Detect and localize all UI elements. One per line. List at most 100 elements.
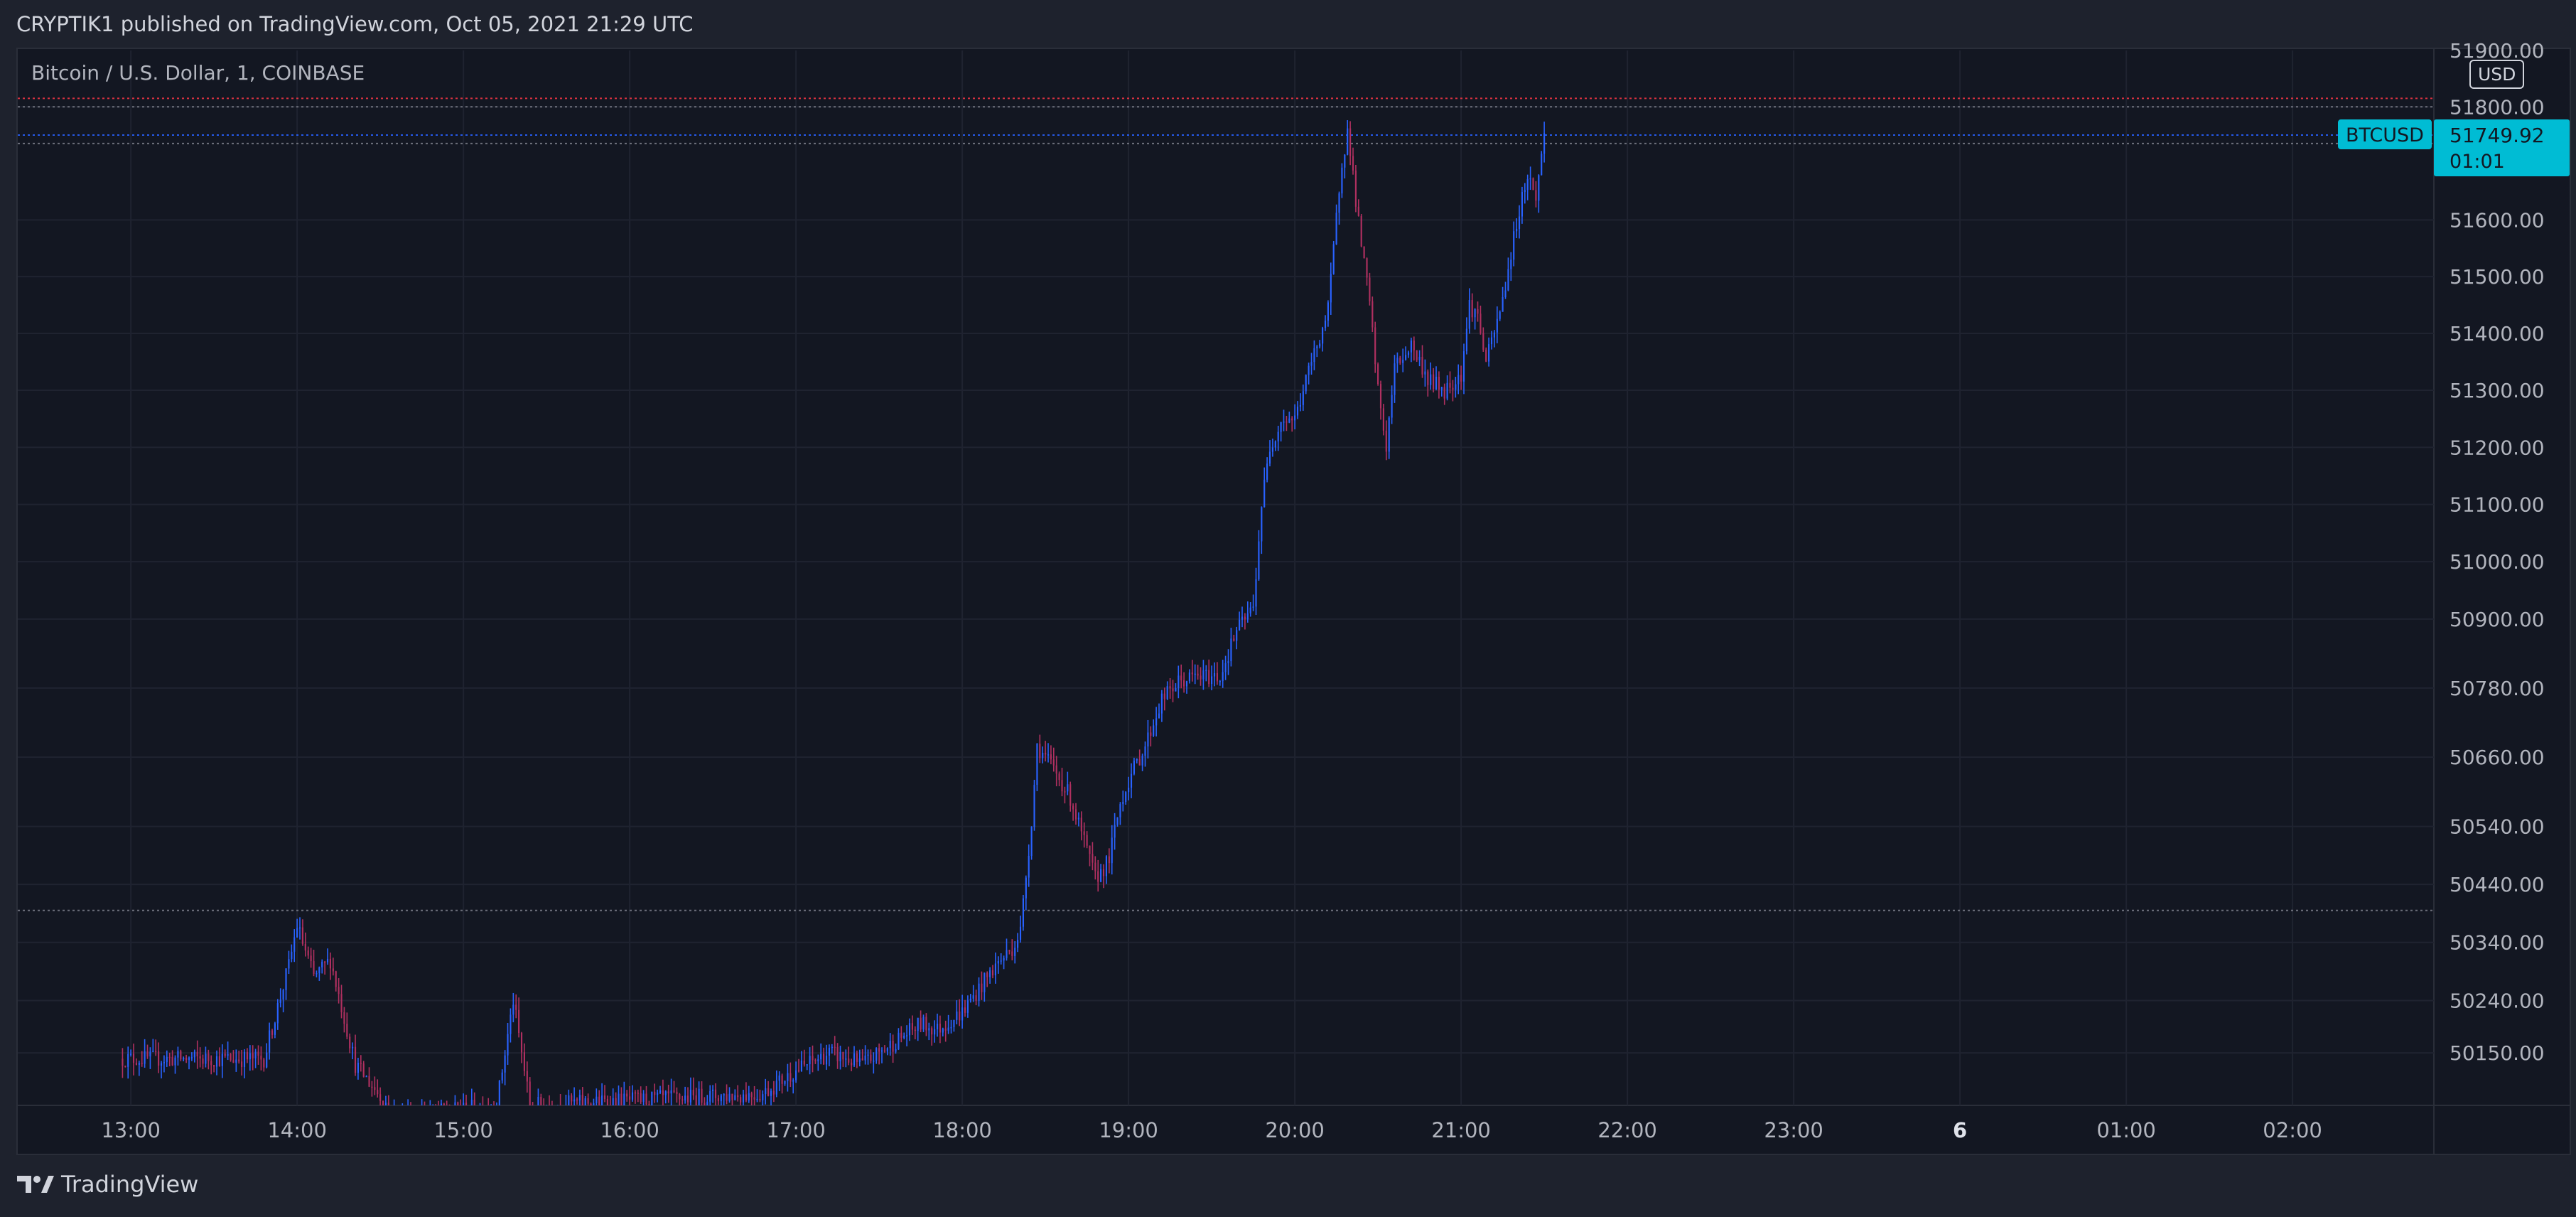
candle-body	[1008, 950, 1011, 952]
candle-body	[321, 961, 323, 967]
candle-body	[1532, 178, 1534, 191]
x-tick-label: 01:00	[2096, 1118, 2156, 1142]
candle-body	[623, 1093, 625, 1105]
chart-frame[interactable]	[16, 48, 2571, 1155]
candle-body	[460, 1109, 461, 1113]
y-tick-label: 51600.00	[2450, 208, 2545, 232]
candle-body	[1366, 258, 1368, 278]
candle-body	[603, 1095, 606, 1100]
candle-body	[1133, 760, 1135, 774]
candle-body	[149, 1051, 151, 1057]
candle-body	[1382, 408, 1384, 431]
candle-body	[934, 1029, 936, 1035]
candle-body	[1263, 479, 1266, 508]
candle-body	[920, 1017, 922, 1030]
y-tick-label: 51100.00	[2450, 493, 2545, 517]
candle-body	[221, 1054, 223, 1066]
tradingview-logo-icon	[17, 1176, 54, 1193]
candle-body	[620, 1093, 623, 1105]
candle-body	[235, 1059, 237, 1063]
last-price-tag[interactable]	[2434, 119, 2570, 177]
candle-body	[1191, 672, 1193, 675]
candle-body	[1477, 309, 1479, 314]
x-tick-label: 19:00	[1099, 1118, 1158, 1142]
candle-body	[584, 1098, 586, 1105]
candle-body	[981, 983, 983, 992]
candle-body	[1538, 175, 1540, 201]
candle-body	[692, 1090, 694, 1095]
candle-body	[673, 1090, 675, 1092]
candle-body	[950, 1026, 952, 1029]
candle-body	[429, 1112, 431, 1115]
candle-body	[146, 1051, 149, 1057]
candle-body	[596, 1096, 598, 1103]
candle-body	[1396, 358, 1399, 364]
candle-body	[340, 994, 343, 1012]
candle-body	[288, 959, 290, 969]
candle-body	[1524, 190, 1526, 193]
candle-body	[1216, 672, 1218, 682]
x-tick-label: 17:00	[766, 1118, 826, 1142]
candle-body	[598, 1096, 600, 1105]
candle-body	[326, 958, 329, 963]
candle-body	[520, 1033, 523, 1053]
candle-body	[765, 1088, 767, 1095]
candle-body	[953, 1019, 955, 1027]
currency-badge[interactable]: USD	[2469, 60, 2525, 89]
candle-body	[438, 1110, 439, 1112]
candle-body	[657, 1093, 659, 1095]
candle-body	[651, 1091, 653, 1105]
candle-body	[274, 1023, 276, 1035]
candle-body	[1319, 343, 1321, 347]
candle-body	[895, 1049, 897, 1052]
candle-body	[831, 1046, 833, 1049]
candle-body	[1327, 302, 1329, 321]
y-tick-label: 51500.00	[2450, 265, 2545, 289]
candle-body	[224, 1054, 226, 1056]
candle-body	[1130, 773, 1133, 788]
candle-body	[1017, 940, 1019, 948]
candle-body	[443, 1103, 445, 1105]
candle-body	[1440, 387, 1443, 390]
candle-body	[1219, 680, 1221, 682]
candle-body	[1155, 718, 1158, 726]
candle-body	[435, 1106, 436, 1110]
candle-body	[266, 1052, 268, 1068]
candle-body	[792, 1080, 794, 1082]
candle-body	[1516, 228, 1518, 232]
candle-body	[701, 1088, 703, 1103]
candle-body	[196, 1051, 198, 1057]
candle-body	[906, 1035, 908, 1036]
y-tick-label: 50900.00	[2450, 608, 2545, 631]
candle-body	[124, 1066, 126, 1067]
candle-body	[1108, 856, 1110, 864]
candle-body	[1268, 451, 1271, 464]
y-tick-label: 50540.00	[2450, 815, 2545, 839]
candle-body	[612, 1098, 614, 1105]
candle-body	[1011, 951, 1013, 956]
candle-body	[379, 1094, 382, 1101]
candle-body	[972, 995, 974, 999]
candle-body	[631, 1092, 634, 1100]
candle-body	[1080, 817, 1082, 832]
candle-body	[717, 1098, 719, 1102]
tradingview-brand[interactable]: TradingView	[16, 1171, 198, 1198]
candle-body	[410, 1111, 411, 1123]
candle-body	[135, 1063, 137, 1065]
candle-body	[329, 958, 331, 969]
candle-body	[263, 1059, 265, 1068]
candle-body	[1341, 167, 1343, 194]
candle-body	[1083, 831, 1085, 835]
candle-body	[1322, 328, 1324, 344]
candle-body	[670, 1090, 672, 1094]
candle-body	[507, 1034, 509, 1056]
candle-body	[1280, 422, 1282, 432]
candle-body	[1169, 686, 1171, 689]
candle-body	[800, 1060, 802, 1071]
symbol-price-tag[interactable]	[2338, 119, 2432, 150]
candle-body	[789, 1073, 792, 1082]
candle-body	[1291, 418, 1293, 421]
candle-body	[704, 1103, 706, 1105]
symbol-title[interactable]: Bitcoin / U.S. Dollar, 1, COINBASE	[31, 61, 365, 85]
